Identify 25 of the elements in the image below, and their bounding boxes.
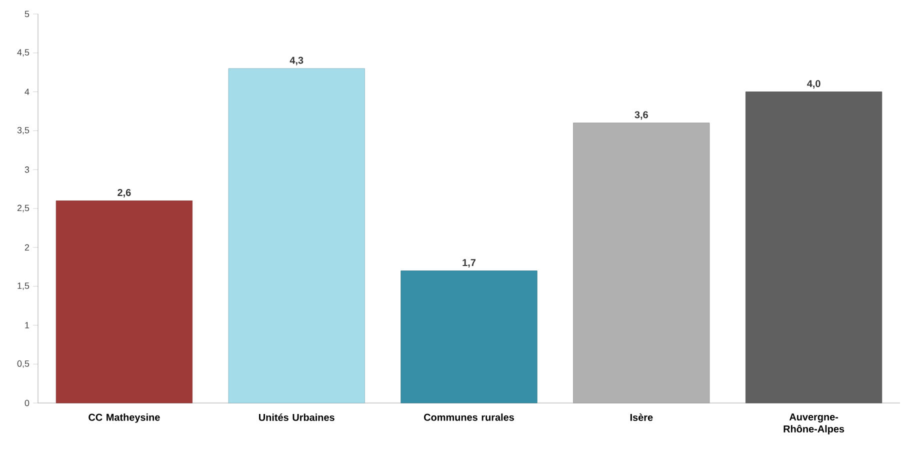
- y-tick-label: 3,5: [17, 126, 30, 134]
- bar: [746, 92, 882, 404]
- y-tick-label: 3: [24, 166, 30, 173]
- data-label: 1,7: [462, 259, 476, 268]
- y-tick-label: 1: [25, 322, 30, 328]
- y-tick-label: 4,5: [17, 49, 30, 57]
- data-label: 3,6: [634, 111, 648, 120]
- y-tick-label: 2,5: [17, 204, 30, 212]
- data-label: 2,6: [118, 189, 131, 198]
- x-tick-label: Communes rurales: [424, 414, 514, 421]
- x-tick-label: Auvergne-Rhône-Alpes: [784, 414, 844, 434]
- y-tick-label: 0,5: [17, 360, 30, 368]
- y-tick-label: 5: [24, 10, 30, 18]
- bar: [56, 200, 192, 404]
- y-tick-label: 0: [24, 400, 30, 406]
- x-tick-label: CC Matheysine: [88, 414, 160, 423]
- x-tick-label: Unités Urbaines: [258, 414, 334, 421]
- y-tick-label: 2: [24, 244, 30, 251]
- y-tick-label: 4: [24, 88, 30, 95]
- bar: [228, 68, 365, 404]
- data-label: 4,0: [807, 80, 820, 89]
- bar: [400, 270, 538, 404]
- data-label: 4,3: [290, 56, 304, 66]
- x-tick-label: Isère: [630, 414, 653, 421]
- y-tick-label: 1,5: [18, 282, 30, 290]
